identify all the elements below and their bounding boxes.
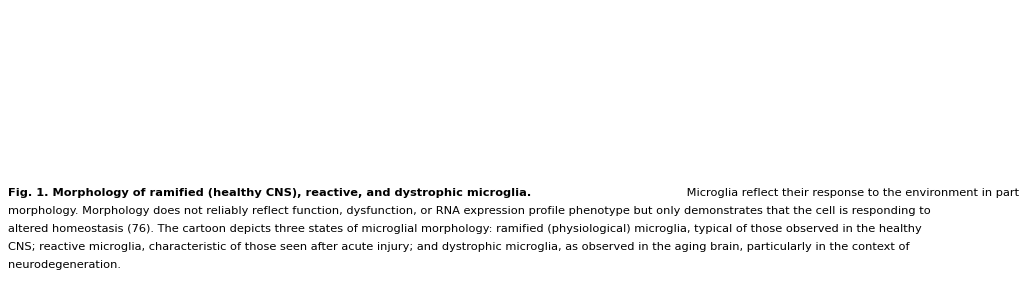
Text: altered homeostasis (76). The cartoon depicts three states of microglial morphol: altered homeostasis (76). The cartoon de… xyxy=(8,224,922,234)
Text: CNS; reactive microglia, characteristic of those seen after acute injury; and dy: CNS; reactive microglia, characteristic … xyxy=(8,242,909,252)
Text: morphology. Morphology does not reliably reflect function, dysfunction, or RNA e: morphology. Morphology does not reliably… xyxy=(8,206,931,216)
Text: Fig. 1. Morphology of ramified (healthy CNS), reactive, and dystrophic microglia: Fig. 1. Morphology of ramified (healthy … xyxy=(8,188,531,198)
Text: neurodegeneration.: neurodegeneration. xyxy=(8,260,121,270)
Text: Microglia reflect their response to the environment in part through their: Microglia reflect their response to the … xyxy=(683,188,1023,198)
